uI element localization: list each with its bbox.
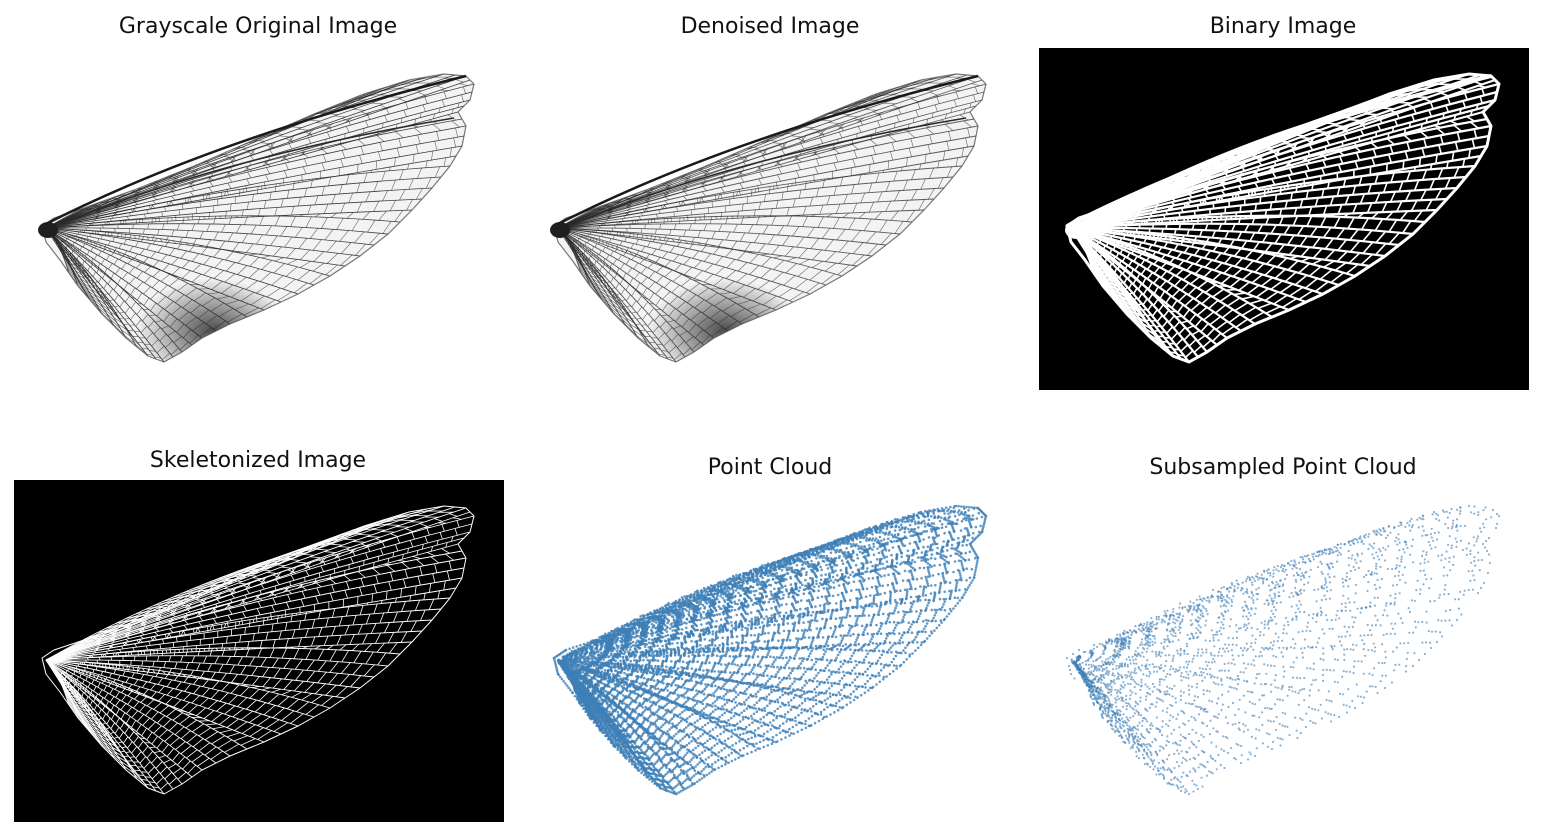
wing-graphic-binary bbox=[1039, 48, 1529, 390]
panel-title-binary: Binary Image bbox=[1209, 14, 1357, 39]
wing-graphic-denoised bbox=[550, 73, 987, 363]
point-cloud-plot bbox=[526, 480, 1016, 822]
panel-title-denoised: Denoised Image bbox=[680, 14, 860, 39]
wing-graphic-grayscale bbox=[38, 73, 475, 363]
subsampled-point-cloud-plot bbox=[1039, 480, 1529, 822]
wing-membrane bbox=[42, 74, 474, 362]
panel-title-skeletonized: Skeletonized Image bbox=[149, 448, 367, 473]
skeleton-veins bbox=[45, 505, 475, 795]
binary-wing-image bbox=[1039, 48, 1529, 390]
wing-graphic-points bbox=[552, 504, 988, 796]
subsampled-points bbox=[1065, 504, 1501, 796]
panel-title-grayscale: Grayscale Original Image bbox=[118, 14, 398, 39]
wing-graphic-points-sparse bbox=[1065, 504, 1501, 796]
wing-membrane bbox=[554, 74, 986, 362]
panel-title-subsampled-point-cloud: Subsampled Point Cloud bbox=[1149, 455, 1417, 480]
grayscale-wing-image bbox=[14, 48, 504, 390]
denoised-wing-image bbox=[526, 48, 1016, 390]
skeletonized-wing-image bbox=[14, 480, 504, 822]
wing-graphic-skeleton bbox=[14, 480, 504, 822]
cloud-points bbox=[552, 504, 988, 796]
panel-title-point-cloud: Point Cloud bbox=[707, 455, 833, 480]
